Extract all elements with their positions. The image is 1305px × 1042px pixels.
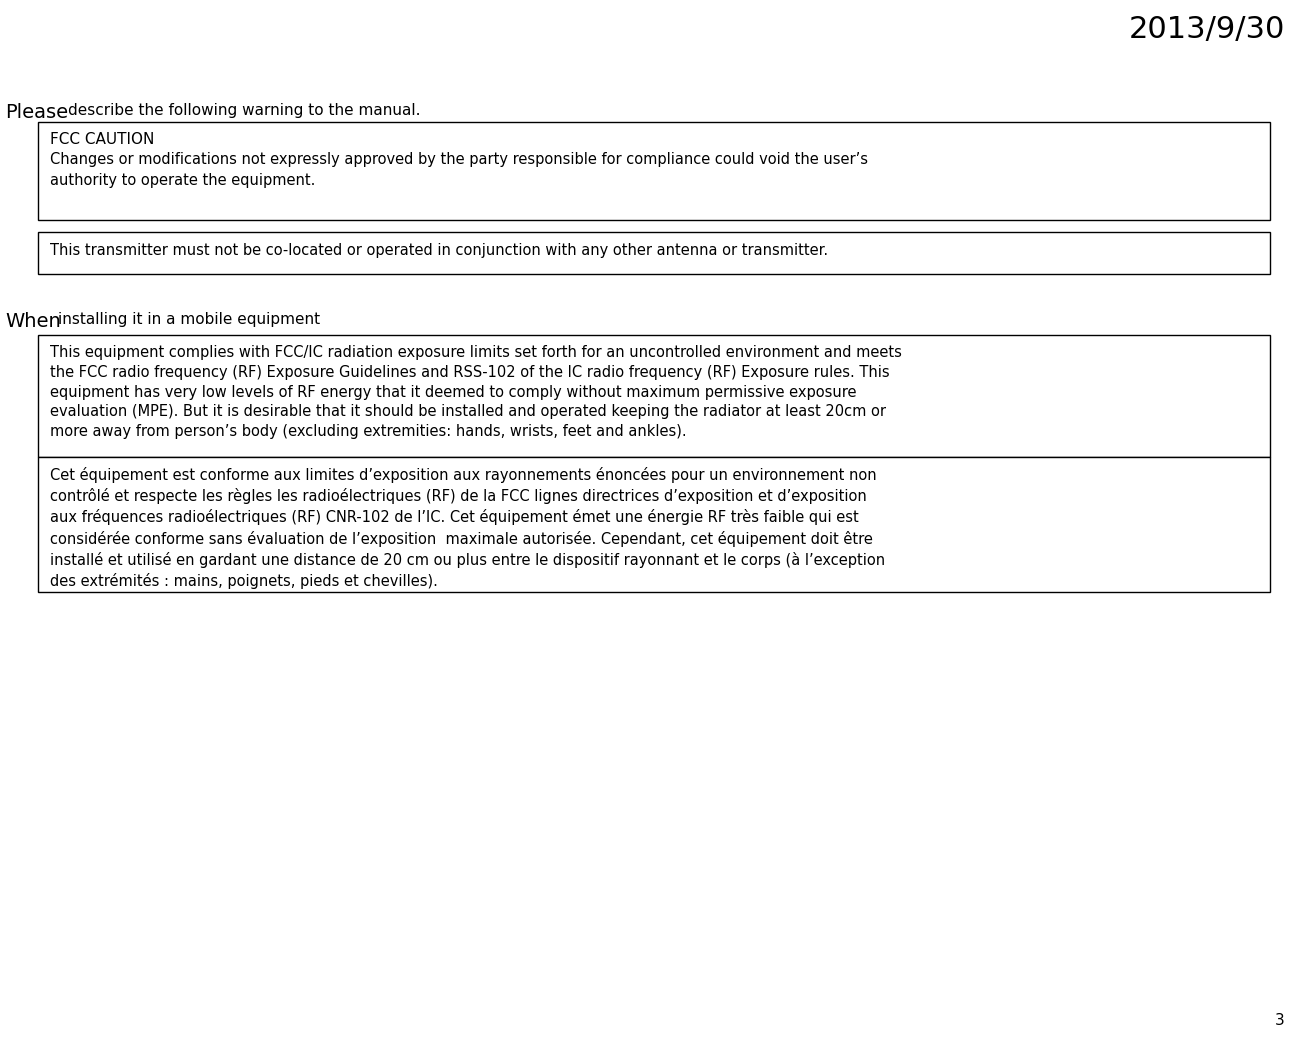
Text: Please: Please xyxy=(5,103,68,122)
Text: 3: 3 xyxy=(1275,1013,1285,1028)
Text: Changes or modifications not expressly approved by the party responsible for com: Changes or modifications not expressly a… xyxy=(50,152,868,188)
Text: 2013/9/30: 2013/9/30 xyxy=(1129,15,1285,44)
Text: This equipment complies with FCC/IC radiation exposure limits set forth for an u: This equipment complies with FCC/IC radi… xyxy=(50,345,902,439)
Bar xyxy=(38,457,1270,592)
Text: When: When xyxy=(5,312,61,331)
Text: installing it in a mobile equipment: installing it in a mobile equipment xyxy=(57,312,320,327)
Text: describe the following warning to the manual.: describe the following warning to the ma… xyxy=(68,103,420,118)
Bar xyxy=(38,122,1270,220)
Text: Cet équipement est conforme aux limites d’exposition aux rayonnements énoncées p: Cet équipement est conforme aux limites … xyxy=(50,467,885,589)
Bar xyxy=(38,334,1270,457)
Text: This transmitter must not be co-located or operated in conjunction with any othe: This transmitter must not be co-located … xyxy=(50,243,829,258)
Text: FCC CAUTION: FCC CAUTION xyxy=(50,132,154,147)
Bar xyxy=(38,232,1270,274)
